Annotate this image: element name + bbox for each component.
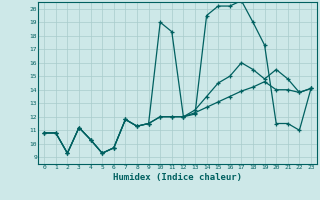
X-axis label: Humidex (Indice chaleur): Humidex (Indice chaleur): [113, 173, 242, 182]
